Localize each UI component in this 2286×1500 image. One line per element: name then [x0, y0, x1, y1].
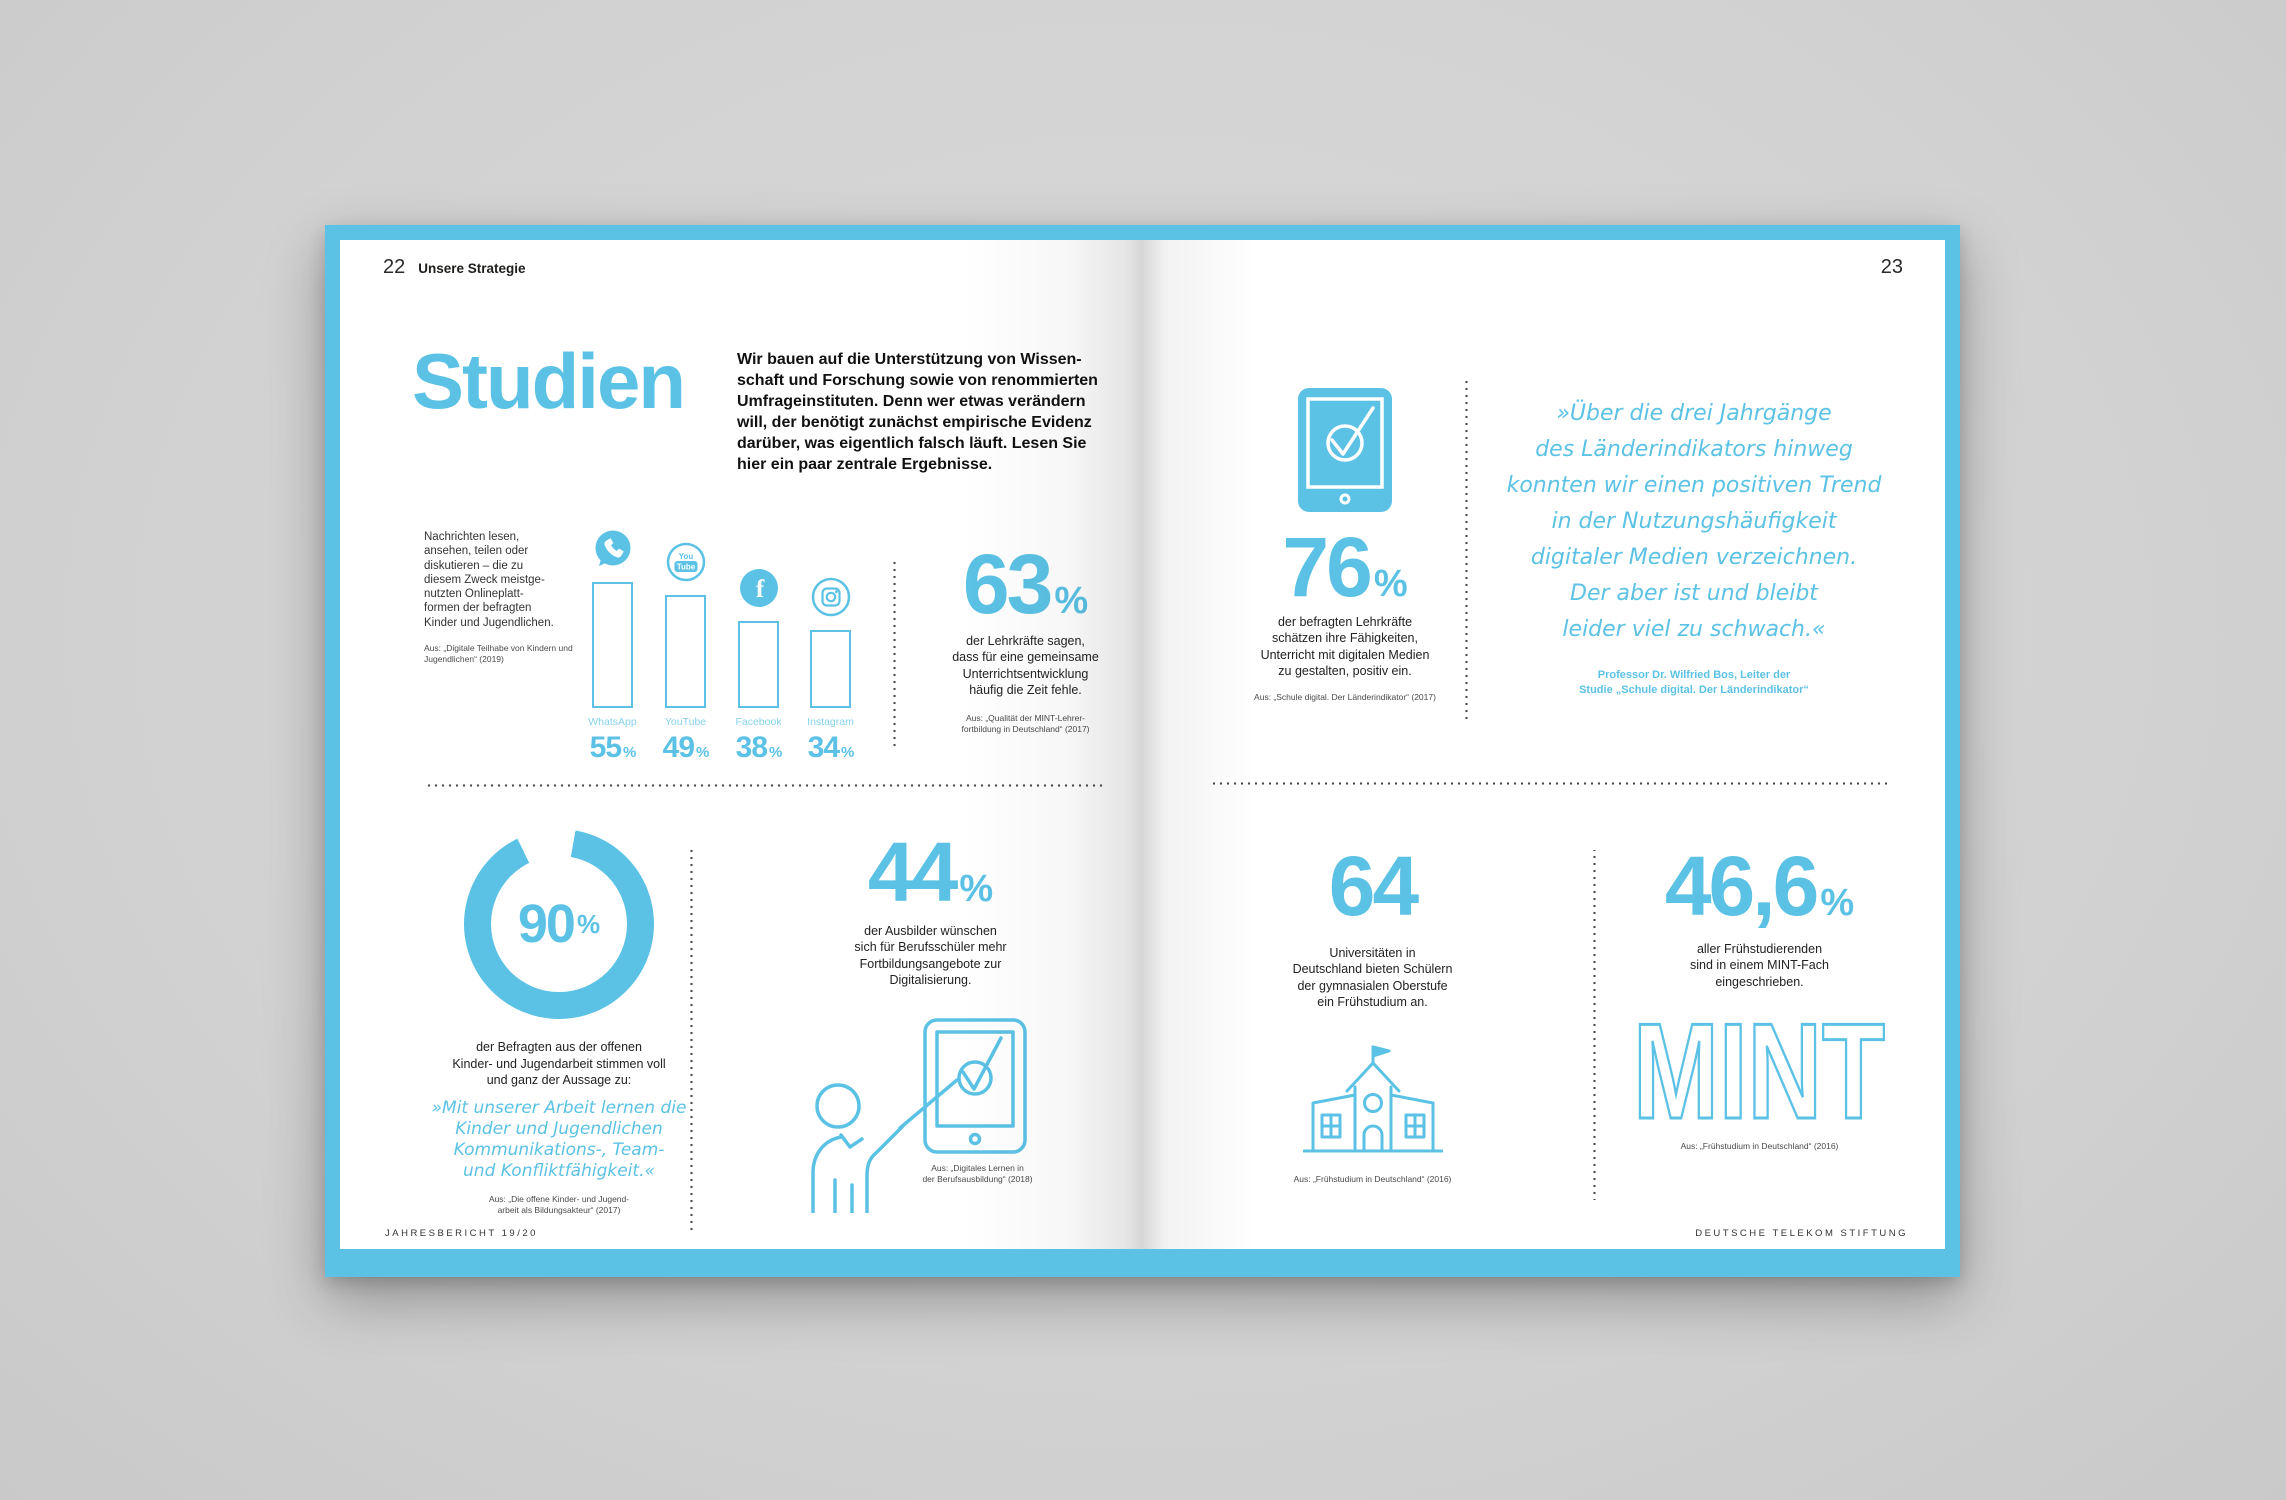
stat-63-block: 63% der Lehrkräfte sagen, dass für eine … — [928, 537, 1123, 735]
stat-76-source: Aus: „Schule digital. Der Länderindikato… — [1254, 691, 1436, 702]
left-page-header: 22 Unsere Strategie — [383, 256, 526, 279]
bar-label-instagram: Instagram — [807, 716, 854, 728]
bar-value-whatsapp: 55% — [589, 731, 637, 764]
open-pages: 22 Unsere Strategie Studien Wir bauen au… — [340, 240, 1945, 1249]
stat-64-source: Aus: „Frühstudium in Deutschland“ (2016) — [1293, 1173, 1452, 1184]
tablet-check-icon — [1298, 388, 1392, 516]
whatsapp-icon — [592, 528, 634, 570]
stat-44-number: 44% — [867, 825, 994, 919]
svg-text:f: f — [755, 576, 764, 603]
dotted-divider-vertical-right-top — [1465, 380, 1468, 720]
trainer-pointing-tablet-icon — [805, 1018, 1030, 1215]
pull-quote-text: »Über die drei Jahrgänge des Länderindik… — [1506, 401, 1882, 642]
dotted-divider-horizontal-right — [1210, 782, 1890, 785]
stat-44-source: Aus: „Digitales Lernen in der Berufsausb… — [922, 1163, 1033, 1184]
facebook-icon: f — [738, 567, 780, 609]
stat-76-block: 76% der befragten Lehrkräfte schätzen ih… — [1245, 388, 1445, 703]
bar-value-facebook: 38% — [735, 731, 783, 764]
stat-44-block: 44% der Ausbilder wünschen sich für Beru… — [808, 825, 1053, 989]
mint-outline-wordmark: MINT — [1632, 994, 1887, 1149]
platforms-source: Aus: „Digitale Teilhabe von Kindern und … — [424, 643, 573, 665]
stat-90-source: Aus: „Die offene Kinder- und Jugend- arb… — [488, 1193, 630, 1215]
magazine-spread: 22 Unsere Strategie Studien Wir bauen au… — [325, 225, 1960, 1277]
instagram-icon — [810, 576, 852, 618]
stat-63-source: Aus: „Qualität der MINT-Lehrer- fortbild… — [961, 712, 1090, 734]
svg-text:Tube: Tube — [676, 563, 695, 572]
bar-value-instagram: 34% — [807, 731, 855, 764]
platforms-description-block: Nachrichten lesen, ansehen, teilen oder … — [424, 530, 614, 665]
stat-46-6-text: aller Frühstudierenden sind in einem MIN… — [1690, 941, 1829, 989]
dotted-divider-vertical-right-bottom — [1593, 850, 1596, 1200]
pull-quote-attribution: Professor Dr. Wilfried Bos, Leiter der S… — [1579, 669, 1809, 696]
bar-label-facebook: Facebook — [735, 716, 782, 728]
donut-chart-90: 90% — [464, 829, 654, 1019]
stat-90-quote: »Mit unserer Arbeit lernen die Kinder un… — [431, 1097, 687, 1181]
pull-quote-block: »Über die drei Jahrgänge des Länderindik… — [1498, 396, 1890, 698]
section-title: Unsere Strategie — [418, 261, 526, 276]
bar-youtube — [665, 595, 706, 708]
page-title: Studien — [412, 337, 686, 426]
platforms-description: Nachrichten lesen, ansehen, teilen oder … — [424, 531, 554, 629]
footer-left: JAHRESBERICHT 19/20 — [385, 1228, 538, 1239]
bar-label-youtube: YouTube — [664, 716, 707, 728]
bar-facebook — [738, 621, 779, 708]
stat-63-number: 63% — [962, 537, 1089, 631]
dotted-divider-vertical-left-bottom — [690, 850, 693, 1230]
stat-76-number: 76% — [1282, 520, 1408, 614]
dotted-divider-horizontal-left — [425, 784, 1105, 787]
stat-90-lead: der Befragten aus der offenen Kinder- un… — [452, 1040, 666, 1087]
stat-76-text: der befragten Lehrkräfte schätzen ihre F… — [1260, 614, 1430, 679]
youtube-icon: You Tube — [665, 541, 707, 583]
bar-instagram — [810, 630, 851, 708]
dotted-divider-vertical-left-top — [893, 558, 896, 750]
bar-value-youtube: 49% — [662, 731, 710, 764]
donut-value: 90% — [517, 894, 601, 954]
stat-64-block: 64 Universitäten in Deutschland bieten S… — [1270, 839, 1475, 1185]
footer-right: DEUTSCHE TELEKOM STIFTUNG — [1695, 1228, 1908, 1239]
platform-bar-chart: WhatsApp 55% You Tube YouTube 49% — [585, 520, 854, 764]
stat-64-number: 64 — [1328, 839, 1419, 933]
bar-label-whatsapp: WhatsApp — [588, 716, 637, 728]
stat-44-text: der Ausbilder wünschen sich für Berufssc… — [854, 923, 1007, 988]
page-number-left: 22 — [383, 256, 406, 278]
school-building-icon — [1302, 1045, 1443, 1161]
stat-90-block: der Befragten aus der offenen Kinder- un… — [379, 1039, 739, 1216]
page-number-right: 23 — [1880, 256, 1903, 278]
bar-whatsapp — [592, 582, 633, 708]
stat-46-6-number: 46,6% — [1664, 839, 1855, 933]
stat-46-6-source: Aus: „Frühstudium in Deutschland“ (2016) — [1680, 1141, 1839, 1152]
intro-paragraph: Wir bauen auf die Unterstützung von Wiss… — [737, 351, 1098, 473]
svg-text:MINT: MINT — [1633, 1016, 1885, 1128]
stat-64-text: Universitäten in Deutschland bieten Schü… — [1292, 945, 1453, 1010]
svg-text:You: You — [678, 552, 693, 561]
stat-46-6-block: 46,6% aller Frühstudierenden sind in ein… — [1627, 839, 1892, 1152]
stat-63-text: der Lehrkräfte sagen, dass für eine geme… — [952, 633, 1099, 698]
